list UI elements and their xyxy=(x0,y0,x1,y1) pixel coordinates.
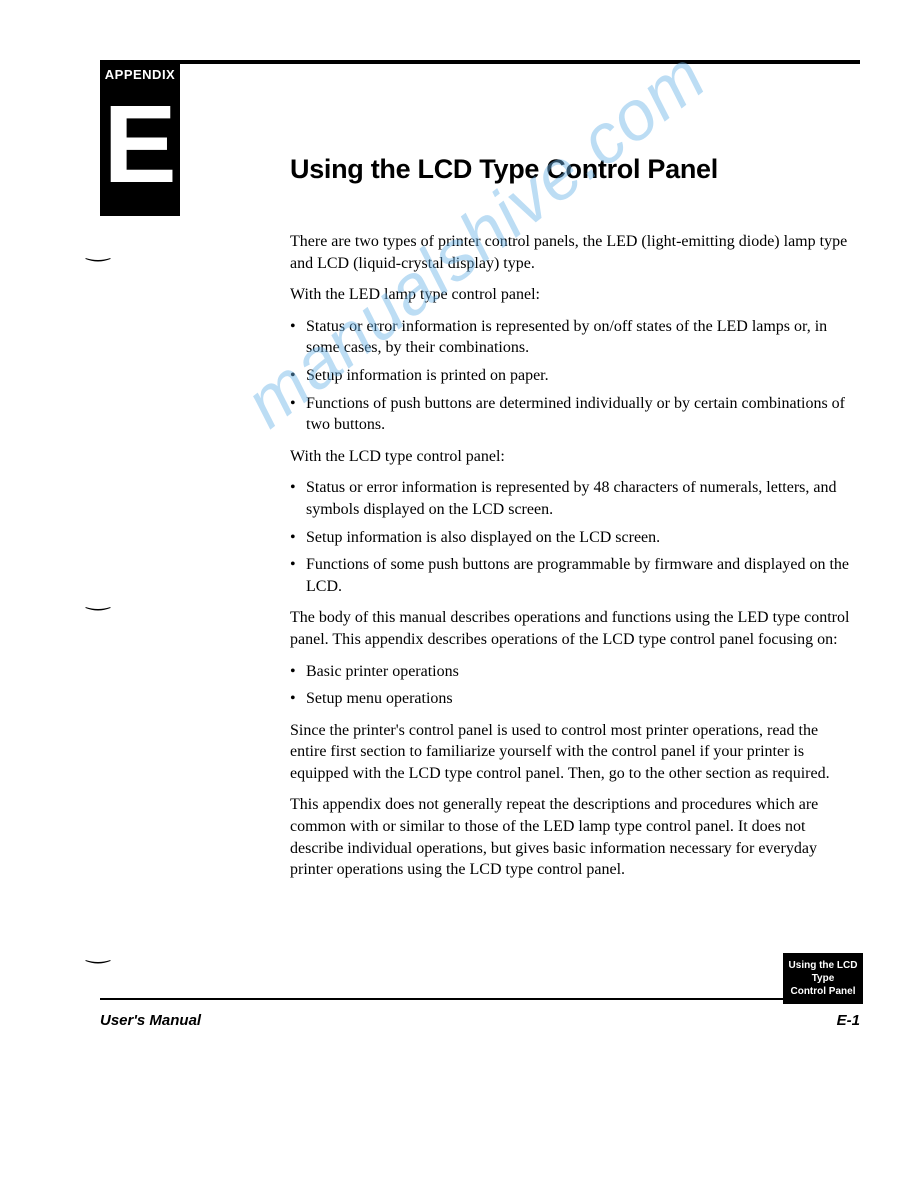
appendix-badge: APPENDIX E xyxy=(100,64,180,216)
usage-paragraph: Since the printer's control panel is use… xyxy=(290,720,850,785)
page-container: Using the LCD Type Control Panel There a… xyxy=(100,60,860,891)
scan-artifact-icon: ‿ xyxy=(87,587,110,612)
list-item: Basic printer operations xyxy=(290,661,850,683)
content-area: Using the LCD Type Control Panel There a… xyxy=(290,154,850,881)
bottom-rule xyxy=(100,998,860,1000)
side-tab-line: Control Panel xyxy=(787,985,859,998)
intro-paragraph: There are two types of printer control p… xyxy=(290,231,850,274)
focus-intro: The body of this manual describes operat… xyxy=(290,607,850,650)
list-item: Functions of some push buttons are progr… xyxy=(290,554,850,597)
list-item: Functions of push buttons are determined… xyxy=(290,393,850,436)
scan-artifact-icon: ‿ xyxy=(87,940,110,965)
led-intro: With the LED lamp type control panel: xyxy=(290,284,850,306)
list-item: Status or error information is represent… xyxy=(290,477,850,520)
focus-bullet-list: Basic printer operations Setup menu oper… xyxy=(290,661,850,710)
top-rule xyxy=(100,60,860,64)
list-item: Status or error information is represent… xyxy=(290,316,850,359)
lcd-intro: With the LCD type control panel: xyxy=(290,446,850,468)
side-tab-line: Using the LCD Type xyxy=(787,959,859,985)
scan-artifact-icon: ‿ xyxy=(87,238,110,263)
list-item: Setup information is printed on paper. xyxy=(290,365,850,387)
appendix-label: APPENDIX xyxy=(100,64,180,85)
footer-right: E-1 xyxy=(837,1012,860,1029)
lcd-bullet-list: Status or error information is represent… xyxy=(290,477,850,597)
list-item: Setup information is also displayed on t… xyxy=(290,527,850,549)
side-tab: Using the LCD Type Control Panel xyxy=(783,953,863,1004)
appendix-letter: E xyxy=(100,85,180,216)
page-title: Using the LCD Type Control Panel xyxy=(290,154,850,185)
scope-paragraph: This appendix does not generally repeat … xyxy=(290,794,850,880)
list-item: Setup menu operations xyxy=(290,688,850,710)
footer-left: User's Manual xyxy=(100,1012,201,1029)
led-bullet-list: Status or error information is represent… xyxy=(290,316,850,436)
